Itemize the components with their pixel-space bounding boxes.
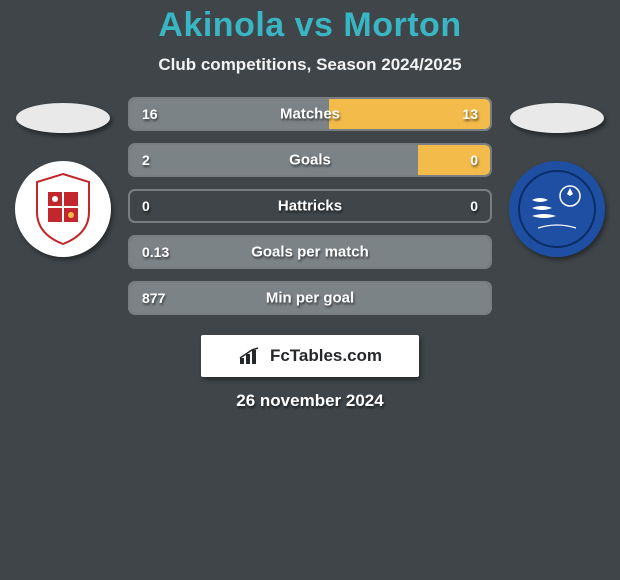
- stat-bar: 877 Min per goal: [128, 281, 492, 315]
- stat-label: Goals: [289, 152, 331, 169]
- page-title: Akinola vs Morton: [0, 6, 620, 45]
- stat-bar: 0 0 Hattricks: [128, 189, 492, 223]
- stat-row: 0 0 Hattricks: [128, 189, 492, 223]
- stat-value-left: 877: [142, 290, 165, 306]
- stat-bar: 16 13 Matches: [128, 97, 492, 131]
- chart-icon: [238, 346, 264, 366]
- stat-value-right: 13: [462, 106, 478, 122]
- stat-bar: 0.13 Goals per match: [128, 235, 492, 269]
- main-row: 16 13 Matches 2 0 Goals 0 0 Hattricks 0.13 Goals p…: [0, 97, 620, 327]
- shield-icon: [518, 170, 596, 248]
- left-player-col: [8, 97, 118, 257]
- shield-icon: [33, 172, 93, 246]
- right-team-crest: [509, 161, 605, 257]
- stat-row: 877 Min per goal: [128, 281, 492, 315]
- brand-text: FcTables.com: [270, 346, 382, 366]
- brand-badge: FcTables.com: [201, 335, 419, 377]
- right-player-avatar: [510, 103, 604, 133]
- stat-row: 2 0 Goals: [128, 143, 492, 177]
- stat-label: Goals per match: [251, 244, 369, 261]
- stat-value-right: 0: [470, 198, 478, 214]
- left-team-crest: [15, 161, 111, 257]
- stats-column: 16 13 Matches 2 0 Goals 0 0 Hattricks 0.13 Goals p…: [118, 97, 502, 327]
- stat-fill-right: [418, 145, 490, 175]
- stat-label: Hattricks: [278, 198, 342, 215]
- stat-bar: 2 0 Goals: [128, 143, 492, 177]
- right-player-col: [502, 97, 612, 257]
- stat-value-left: 16: [142, 106, 158, 122]
- stat-value-left: 0: [142, 198, 150, 214]
- left-player-avatar: [16, 103, 110, 133]
- stat-row: 16 13 Matches: [128, 97, 492, 131]
- stat-value-right: 0: [470, 152, 478, 168]
- subtitle: Club competitions, Season 2024/2025: [0, 55, 620, 75]
- comparison-infographic: Akinola vs Morton Club competitions, Sea…: [0, 0, 620, 411]
- stat-row: 0.13 Goals per match: [128, 235, 492, 269]
- stat-label: Matches: [280, 106, 340, 123]
- date-text: 26 november 2024: [0, 391, 620, 411]
- stat-value-left: 2: [142, 152, 150, 168]
- stat-value-left: 0.13: [142, 244, 169, 260]
- stat-fill-left: [130, 145, 418, 175]
- stat-label: Min per goal: [266, 290, 354, 307]
